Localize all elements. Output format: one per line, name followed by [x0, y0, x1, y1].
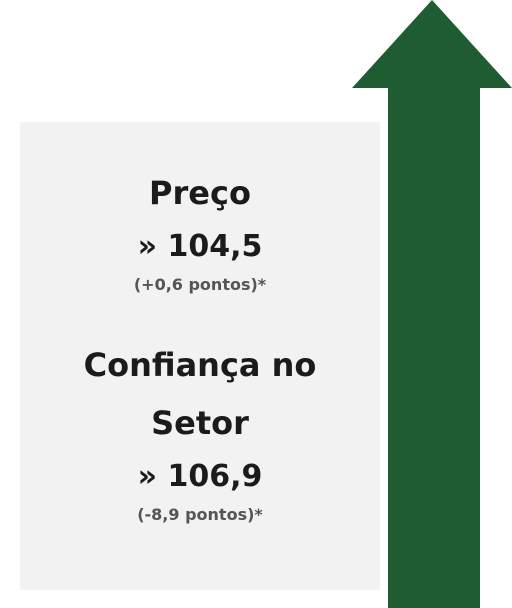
- info-box: Preço » 104,5 (+0,6 pontos)* Confiança n…: [20, 122, 380, 590]
- indicator-value: » 106,9: [137, 459, 263, 494]
- indicator-label: Confiança no Setor: [83, 346, 317, 442]
- indicator-change: (+0,6 pontos)*: [133, 275, 267, 294]
- up-arrow: [352, 0, 512, 608]
- indicator-change: (-8,9 pontos)*: [137, 505, 263, 524]
- indicator: Preço » 104,5 (+0,6 pontos)*: [45, 164, 355, 298]
- indicator-value: » 104,5: [137, 229, 263, 264]
- indicator-label: Preço: [149, 174, 251, 212]
- indicator: Confiança no Setor » 106,9 (-8,9 pontos)…: [45, 336, 355, 528]
